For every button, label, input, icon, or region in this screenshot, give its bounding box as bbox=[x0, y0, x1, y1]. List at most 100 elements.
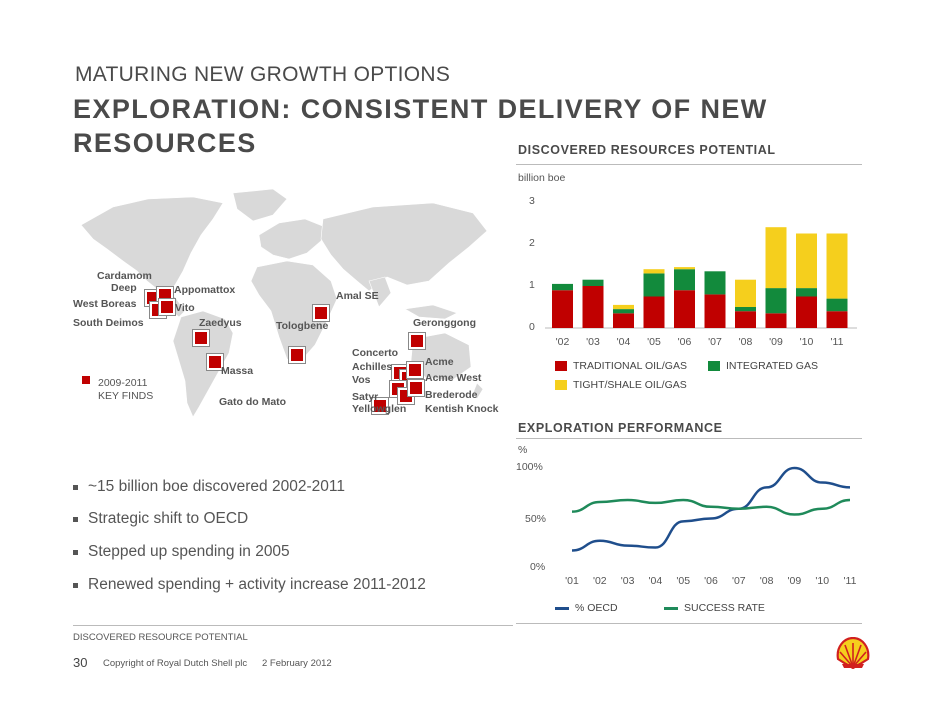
map-label: Satyr bbox=[352, 391, 379, 403]
map-label: Cardamom bbox=[97, 270, 152, 282]
footer-date: 2 February 2012 bbox=[262, 658, 332, 669]
x-tick-label: '09 bbox=[788, 575, 802, 587]
map-marker bbox=[206, 353, 224, 371]
legend-swatch bbox=[555, 380, 567, 390]
bar-segment bbox=[643, 273, 665, 297]
chart1-ytick: 2 bbox=[529, 237, 535, 249]
map-label: Zaedyus bbox=[199, 317, 242, 329]
bullet-marker bbox=[73, 582, 78, 588]
line-chart: '01 '02 '03 '04 '05 '06 '07 '08 '09 '10 '11 bbox=[565, 466, 857, 587]
map-marker bbox=[192, 329, 210, 347]
x-tick-label: '11 bbox=[831, 336, 844, 348]
bar-segment bbox=[552, 283, 573, 291]
map-label: Achilles bbox=[352, 361, 393, 373]
map-label: Vos bbox=[352, 374, 371, 386]
bullet-text: ~15 billion boe discovered 2002-2011 bbox=[88, 478, 345, 495]
x-tick-label: '04 bbox=[649, 575, 663, 587]
legend-label: INTEGRATED GAS bbox=[726, 360, 818, 372]
chart2-ytick: 50% bbox=[525, 513, 547, 525]
map-label: Gato do Mato bbox=[219, 396, 287, 408]
page-number: 30 bbox=[73, 655, 88, 670]
bar-segment bbox=[735, 307, 756, 312]
chart2-rule bbox=[516, 438, 862, 439]
legend-line bbox=[664, 606, 678, 610]
x-tick-label: '07 bbox=[732, 575, 746, 587]
slide-title: EXPLORATION: CONSISTENT DELIVERY OF NEW … bbox=[73, 94, 768, 158]
chart2-ytick: 100% bbox=[516, 461, 543, 473]
footer-rule bbox=[73, 625, 513, 626]
bullet-text: Stepped up spending in 2005 bbox=[88, 543, 290, 560]
map-marker bbox=[371, 397, 389, 415]
bullet-marker bbox=[73, 484, 78, 490]
bar-segment bbox=[674, 290, 695, 328]
map-label: Yellowglen bbox=[352, 403, 407, 415]
legend-traditional: TRADITIONAL OIL/GAS bbox=[555, 360, 687, 372]
bar-segment bbox=[765, 313, 787, 328]
bar-segment bbox=[826, 298, 848, 312]
legend-integrated: INTEGRATED GAS bbox=[708, 360, 818, 372]
x-tick-label: '07 bbox=[708, 336, 722, 348]
bar-segment bbox=[704, 294, 726, 328]
bar-segment bbox=[765, 288, 787, 314]
bar-chart: '02 '03 '04 '05 '06 '07 '08 '09 '10 '11 bbox=[545, 227, 857, 348]
bar-segment bbox=[796, 233, 817, 289]
bar-segment bbox=[735, 311, 756, 328]
bar-segment bbox=[582, 286, 604, 328]
bar-segment bbox=[613, 309, 634, 314]
bar-segment bbox=[674, 269, 695, 291]
map-label: Concerto bbox=[352, 347, 399, 359]
map-marker bbox=[288, 346, 306, 364]
chart2-title: EXPLORATION PERFORMANCE bbox=[518, 421, 723, 435]
chart2-bottom-rule bbox=[516, 623, 862, 624]
legend-swatch bbox=[555, 361, 567, 371]
chart2-unit: % bbox=[518, 444, 528, 456]
shell-logo-icon bbox=[836, 637, 870, 669]
map-label: South Deimos bbox=[73, 317, 144, 329]
bar-segment bbox=[826, 311, 848, 328]
x-tick-label: '02 bbox=[556, 336, 570, 348]
x-tick-label: '06 bbox=[704, 575, 718, 587]
x-tick-label: '08 bbox=[760, 575, 774, 587]
chart1-ytick: 0 bbox=[529, 321, 535, 333]
chart1-ytick: 3 bbox=[529, 195, 535, 207]
x-tick-label: '06 bbox=[678, 336, 692, 348]
map-label: Tologbene bbox=[276, 320, 329, 332]
map-marker bbox=[312, 304, 330, 322]
x-tick-label: '08 bbox=[739, 336, 753, 348]
series-line bbox=[571, 498, 851, 516]
bar-segment bbox=[643, 269, 665, 274]
x-tick-label: '03 bbox=[621, 575, 635, 587]
bar-segment bbox=[613, 313, 634, 328]
legend-label: TIGHT/SHALE OIL/GAS bbox=[573, 379, 687, 391]
legend-oecd: % OECD bbox=[555, 602, 618, 614]
chart1-unit: billion boe bbox=[518, 172, 566, 184]
legend-label: SUCCESS RATE bbox=[684, 602, 765, 614]
bar-segment bbox=[765, 227, 787, 289]
legend-label: % OECD bbox=[575, 602, 618, 614]
footer-source: DISCOVERED RESOURCE POTENTIAL bbox=[73, 632, 248, 643]
chart2-ytick: 0% bbox=[530, 561, 546, 573]
bullet-item: Stepped up spending in 2005 bbox=[73, 543, 290, 561]
x-tick-label: '03 bbox=[586, 336, 600, 348]
bullet-marker bbox=[73, 549, 78, 555]
map-label: Brederode bbox=[425, 389, 478, 401]
bullet-item: Renewed spending + activity increase 201… bbox=[73, 576, 426, 594]
map-label: Massa bbox=[221, 365, 254, 377]
map-marker bbox=[406, 361, 424, 379]
legend-swatch bbox=[708, 361, 720, 371]
map-key-line1: 2009-2011 bbox=[98, 377, 148, 389]
bar-segment bbox=[552, 290, 573, 328]
x-tick-label: '01 bbox=[565, 575, 579, 587]
bar-segment bbox=[796, 296, 817, 328]
x-tick-label: '10 bbox=[815, 575, 829, 587]
x-tick-label: '10 bbox=[800, 336, 814, 348]
x-tick-label: '11 bbox=[844, 575, 857, 587]
bullet-item: ~15 billion boe discovered 2002-2011 bbox=[73, 478, 345, 496]
bar-segment bbox=[582, 279, 604, 286]
bar-segment bbox=[796, 288, 817, 297]
legend-line bbox=[555, 606, 569, 610]
map-label: West Boreas bbox=[73, 298, 137, 310]
map-label: Amal SE bbox=[336, 290, 379, 302]
slide-supertitle: MATURING NEW GROWTH OPTIONS bbox=[75, 63, 451, 86]
map-label: Acme bbox=[425, 356, 454, 368]
